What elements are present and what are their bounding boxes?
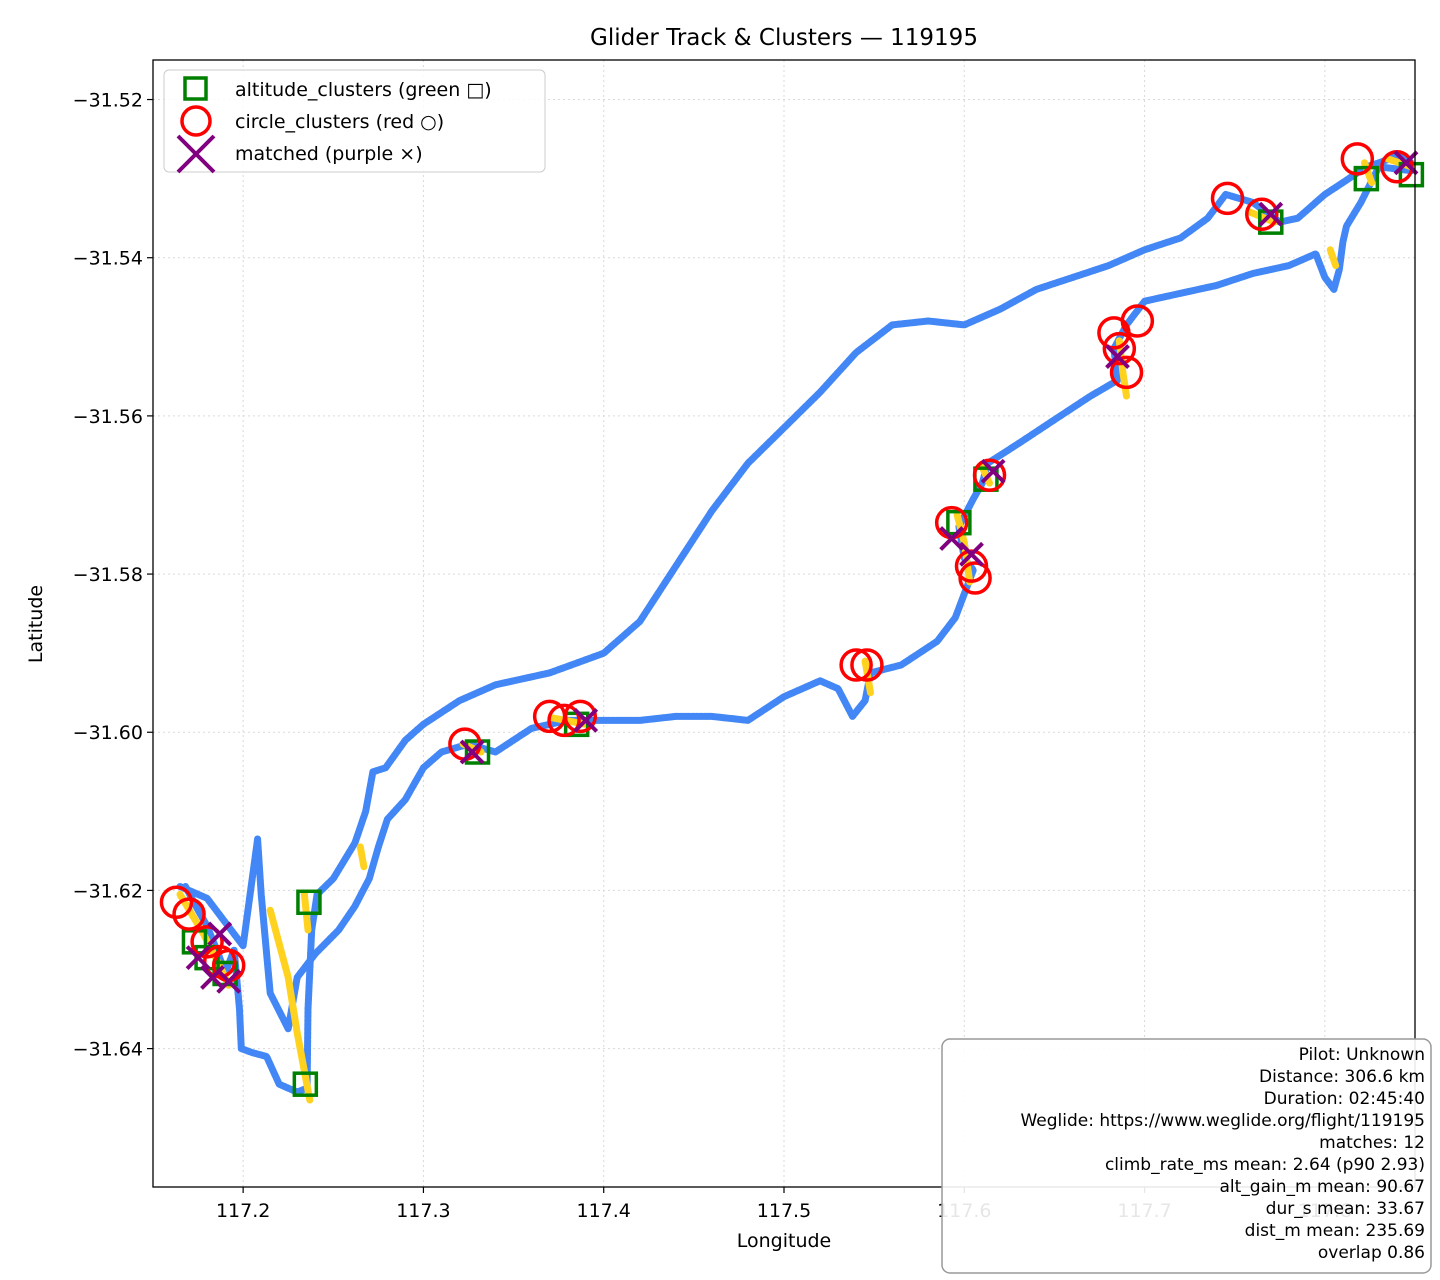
x-axis-label: Longitude: [737, 1230, 832, 1252]
info-matches: matches: 12: [1319, 1133, 1425, 1153]
circle-cluster-marker: [1245, 197, 1279, 231]
climb-segment: [978, 463, 993, 487]
matched-marker: [1258, 201, 1284, 227]
circle-cluster-marker: [958, 561, 992, 595]
info-alt-gain: alt_gain_m mean: 90.67: [1220, 1177, 1426, 1197]
matched-marker: [459, 739, 485, 765]
circle-cluster-marker: [547, 703, 581, 738]
info-pilot: Pilot: Unknown: [1299, 1045, 1425, 1065]
matched-marker: [1105, 344, 1130, 369]
legend-label-circle: circle_clusters (red ○): [235, 111, 444, 133]
flight-track: [176, 151, 1415, 1096]
altitude-cluster-marker: [292, 1071, 319, 1097]
y-tick-label: −31.62: [73, 880, 143, 902]
matched-marker: [1393, 150, 1419, 176]
info-distance-mean: dist_m mean: 235.69: [1245, 1221, 1425, 1241]
x-tick-label: 117.5: [757, 1200, 811, 1222]
altitude-cluster-marker: [1258, 209, 1284, 235]
y-tick-label: −31.60: [73, 722, 143, 744]
return-track-line: [176, 163, 1415, 1033]
circle-cluster-markers: [159, 142, 1414, 983]
info-climb-rate: climb_rate_ms mean: 2.64 (p90 2.93): [1105, 1155, 1425, 1175]
matched-markers: [185, 150, 1419, 994]
info-duration: Duration: 02:45:40: [1264, 1089, 1425, 1109]
flight-info-box: Pilot: Unknown Distance: 306.6 km Durati…: [941, 1038, 1432, 1274]
circle-cluster-marker: [172, 897, 206, 931]
circle-cluster-marker: [850, 648, 884, 682]
y-tick-label: −31.52: [73, 90, 143, 112]
matched-marker: [207, 921, 233, 947]
climb-segment: [1245, 208, 1278, 226]
legend-box: [163, 69, 546, 173]
circle-cluster-marker: [972, 458, 1007, 492]
outbound-track-line: [182, 151, 1415, 1096]
info-overlap: overlap 0.86: [1318, 1243, 1425, 1263]
circle-cluster-marker: [1102, 331, 1137, 366]
info-distance: Distance: 306.6 km: [1259, 1067, 1425, 1087]
info-weglide: Weglide: https://www.weglide.org/flight/…: [1020, 1111, 1425, 1131]
x-tick-label: 117.3: [396, 1200, 450, 1222]
y-tick-label: −31.54: [73, 248, 143, 270]
circle-cluster-marker: [839, 648, 873, 682]
matched-marker: [959, 541, 984, 567]
matched-marker: [980, 458, 1006, 484]
info-duration-mean: dur_s mean: 33.67: [1266, 1199, 1425, 1219]
legend: altitude_clusters (green □) circle_clust…: [163, 69, 546, 174]
legend-square-icon: [183, 76, 208, 101]
circle-cluster-marker: [1210, 181, 1245, 216]
matched-marker: [939, 526, 965, 551]
climb-segment: [266, 906, 314, 1104]
altitude-cluster-marker: [296, 889, 322, 916]
info-box-background: [941, 1038, 1432, 1274]
x-tick-label: 117.2: [216, 1200, 270, 1222]
legend-circle-icon: [180, 105, 212, 137]
y-tick-label: −31.58: [73, 564, 143, 586]
y-axis-ticks: −31.52 −31.54 −31.56 −31.58 −31.60 −31.62 −31.…: [73, 90, 153, 1061]
altitude-cluster-marker: [464, 739, 491, 765]
climb-segment: [356, 843, 368, 871]
matched-marker: [216, 968, 242, 994]
y-tick-label: −31.56: [73, 406, 143, 428]
climb-segment: [1326, 246, 1340, 270]
x-tick-label: 117.4: [577, 1200, 631, 1222]
y-axis-label: Latitude: [25, 585, 47, 663]
altitude-cluster-marker: [1353, 165, 1380, 192]
legend-x-icon: [176, 134, 216, 174]
matched-marker: [573, 707, 599, 733]
climb-segment: [953, 511, 974, 586]
legend-label-matched: matched (purple ×): [235, 143, 423, 165]
legend-label-altitude: altitude_clusters (green □): [235, 79, 492, 101]
circle-cluster-marker: [563, 699, 598, 734]
circle-cluster-marker: [1120, 304, 1155, 338]
circle-cluster-marker: [1340, 142, 1375, 176]
matched-marker: [185, 945, 211, 971]
y-tick-label: −31.64: [73, 1039, 143, 1061]
circle-cluster-marker: [159, 885, 194, 920]
chart-title: Glider Track & Clusters — 119195: [590, 25, 978, 51]
circle-cluster-marker: [1109, 355, 1144, 390]
